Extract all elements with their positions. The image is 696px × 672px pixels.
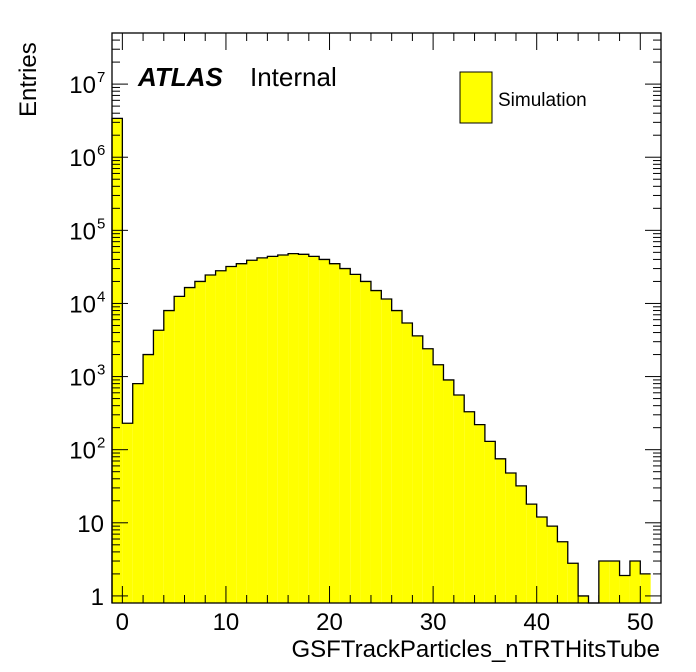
y-tick-label: 10 — [69, 218, 96, 245]
histogram-bar — [122, 423, 133, 603]
histogram-bar — [319, 259, 330, 603]
plot-frame — [111, 32, 662, 604]
histogram-bar — [402, 323, 413, 603]
histogram-bar — [257, 257, 268, 603]
axis-ticks — [112, 32, 662, 603]
x-tick-label: 20 — [316, 609, 343, 636]
y-axis-title: Entries — [15, 42, 42, 117]
histogram-bar — [453, 394, 465, 603]
histogram-bar — [174, 296, 185, 603]
y-tick-label-exponent: 6 — [97, 142, 105, 159]
histogram-bar — [339, 268, 351, 603]
histogram-bar — [215, 270, 226, 603]
legend-swatch-simulation — [459, 71, 493, 124]
y-tick-label-exponent: 5 — [97, 215, 105, 232]
histogram-bar — [464, 411, 475, 603]
y-tick-label-exponent: 4 — [97, 288, 105, 305]
y-tick-label: 10 — [69, 145, 96, 172]
histogram-bar — [205, 274, 216, 603]
histogram-bar — [433, 364, 444, 603]
x-tick-label: 0 — [116, 609, 129, 636]
y-tick-label: 10 — [69, 365, 96, 392]
y-tick-label: 10 — [77, 511, 104, 538]
histogram-bar — [308, 256, 320, 603]
y-tick-label-exponent: 7 — [97, 69, 105, 86]
atlas-bold-text: ATLAS — [137, 62, 223, 92]
x-tick-label: 30 — [420, 609, 447, 636]
x-tick-label: 50 — [627, 609, 654, 636]
legend: Simulation — [459, 71, 587, 124]
histogram-bar — [484, 441, 496, 603]
histogram-bar — [536, 517, 548, 603]
histogram-bar — [567, 563, 579, 603]
histogram-bar — [474, 424, 485, 603]
histogram-bar — [132, 383, 144, 603]
atlas-label: ATLAS Internal — [137, 62, 337, 92]
histogram-bar — [422, 348, 434, 603]
histogram-bar — [360, 281, 371, 603]
histogram-bar — [619, 575, 630, 603]
histogram-bar — [329, 263, 340, 603]
histogram-bar — [267, 256, 278, 603]
histogram-bar — [381, 299, 392, 603]
histogram-bar — [350, 274, 361, 603]
x-axis-title: GSFTrackParticles_nTRTHitsTube — [291, 636, 660, 663]
histogram-bar — [184, 287, 195, 603]
histogram-bar — [515, 485, 527, 603]
histogram-bar — [246, 260, 258, 603]
histogram-outline — [111, 117, 651, 604]
atlas-internal-text: Internal — [250, 62, 337, 92]
histogram-bar — [225, 266, 237, 603]
histogram-bar — [298, 254, 309, 603]
y-tick-label: 10 — [69, 72, 96, 99]
y-tick-label-exponent: 3 — [97, 362, 105, 379]
histogram-bar — [578, 595, 589, 603]
histogram-bar — [443, 379, 454, 603]
x-tick-label: 40 — [523, 609, 550, 636]
histogram-bar — [557, 541, 568, 603]
y-tick-label-exponent: 2 — [97, 435, 105, 452]
histogram-bar — [194, 281, 206, 603]
histogram-bar — [143, 354, 154, 603]
histogram-bar — [391, 310, 403, 603]
histogram-bar — [288, 253, 299, 603]
histogram-bar — [640, 573, 651, 603]
histogram-bar — [598, 561, 610, 603]
histogram-bar — [412, 335, 423, 603]
histogram-bar — [609, 561, 620, 603]
x-tick-label: 10 — [213, 609, 240, 636]
histogram-bar — [495, 458, 506, 603]
histogram-bar — [112, 118, 123, 603]
histogram-bar — [153, 330, 164, 603]
histogram-bar — [629, 561, 641, 603]
histogram-bar — [163, 310, 175, 603]
histogram-bar — [236, 263, 247, 603]
histogram-bar — [505, 472, 516, 603]
histogram-bar — [277, 254, 289, 603]
histogram-bars — [112, 118, 651, 603]
histogram-bar — [370, 290, 382, 603]
histogram-bar — [547, 526, 558, 603]
legend-label-simulation: Simulation — [498, 90, 587, 111]
y-tick-label: 1 — [91, 584, 104, 611]
y-tick-label: 10 — [69, 291, 96, 318]
histogram-bar — [526, 504, 537, 603]
x-tick-labels: 0 10 20 30 40 50 — [116, 609, 654, 636]
y-tick-label: 10 — [69, 438, 96, 465]
